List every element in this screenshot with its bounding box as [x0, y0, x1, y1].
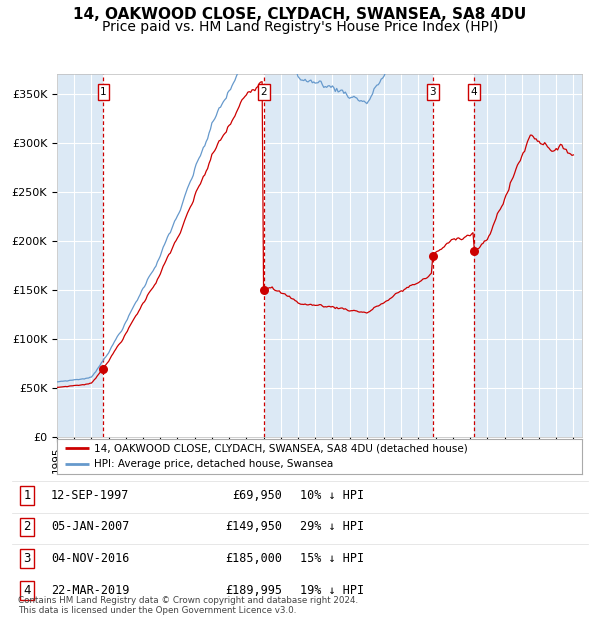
Text: 4: 4 [23, 584, 31, 596]
Text: £69,950: £69,950 [232, 489, 282, 502]
Bar [433, 74, 474, 437]
Text: Price paid vs. HM Land Registry's House Price Index (HPI): Price paid vs. HM Land Registry's House … [102, 20, 498, 35]
Text: 05-JAN-2007: 05-JAN-2007 [51, 521, 130, 533]
Text: 10% ↓ HPI: 10% ↓ HPI [300, 489, 364, 502]
Bar [57, 74, 103, 437]
Text: 22-MAR-2019: 22-MAR-2019 [51, 584, 130, 596]
Text: Contains HM Land Registry data © Crown copyright and database right 2024.
This d: Contains HM Land Registry data © Crown c… [18, 596, 358, 615]
Text: 4: 4 [470, 87, 477, 97]
Text: 1: 1 [100, 87, 107, 97]
Text: 19% ↓ HPI: 19% ↓ HPI [300, 584, 364, 596]
Text: 12-SEP-1997: 12-SEP-1997 [51, 489, 130, 502]
Text: 29% ↓ HPI: 29% ↓ HPI [300, 521, 364, 533]
Text: 14, OAKWOOD CLOSE, CLYDACH, SWANSEA, SA8 4DU: 14, OAKWOOD CLOSE, CLYDACH, SWANSEA, SA8… [73, 7, 527, 22]
Bar [474, 74, 582, 437]
Text: 04-NOV-2016: 04-NOV-2016 [51, 552, 130, 565]
Text: 3: 3 [23, 552, 31, 565]
Text: 1: 1 [23, 489, 31, 502]
Text: 14, OAKWOOD CLOSE, CLYDACH, SWANSEA, SA8 4DU (detached house): 14, OAKWOOD CLOSE, CLYDACH, SWANSEA, SA8… [94, 443, 467, 453]
Text: £185,000: £185,000 [225, 552, 282, 565]
Text: 2: 2 [23, 521, 31, 533]
Bar [103, 74, 264, 437]
Text: £189,995: £189,995 [225, 584, 282, 596]
Text: £149,950: £149,950 [225, 521, 282, 533]
Text: HPI: Average price, detached house, Swansea: HPI: Average price, detached house, Swan… [94, 459, 333, 469]
Text: 15% ↓ HPI: 15% ↓ HPI [300, 552, 364, 565]
Text: 3: 3 [430, 87, 436, 97]
Text: 2: 2 [260, 87, 267, 97]
Bar [264, 74, 433, 437]
